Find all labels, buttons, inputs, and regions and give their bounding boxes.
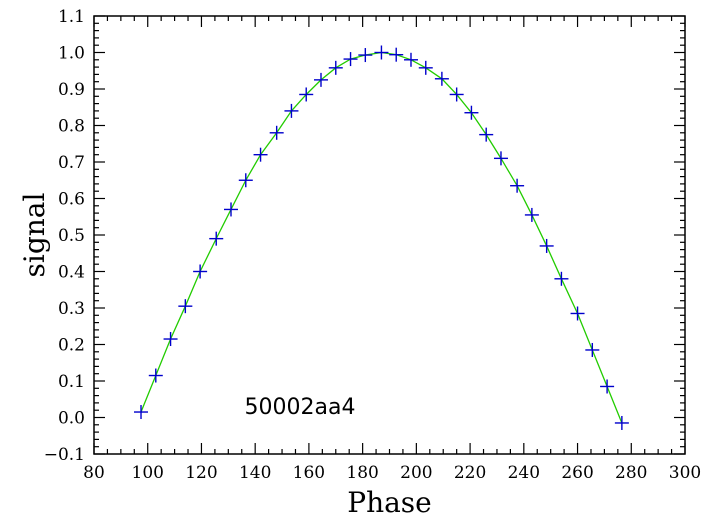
y-tick-label: 0.9 bbox=[58, 80, 85, 100]
data-point bbox=[524, 207, 539, 222]
data-points bbox=[134, 45, 629, 430]
data-point bbox=[328, 60, 343, 75]
x-tick-label: 100 bbox=[132, 463, 164, 483]
x-tick-label: 240 bbox=[508, 463, 540, 483]
data-point bbox=[585, 342, 600, 357]
data-point bbox=[554, 271, 569, 286]
x-tick-label: 300 bbox=[669, 463, 701, 483]
y-tick-label: 1.0 bbox=[58, 44, 85, 64]
data-point bbox=[539, 238, 554, 253]
data-point bbox=[389, 47, 404, 62]
data-point bbox=[403, 52, 418, 67]
data-point bbox=[284, 103, 299, 118]
x-tick-label: 160 bbox=[293, 463, 325, 483]
y-tick-label: 0.3 bbox=[58, 299, 85, 319]
data-point bbox=[600, 379, 615, 394]
fit-line bbox=[140, 51, 623, 424]
y-tick-label: 0.1 bbox=[58, 372, 85, 392]
y-tick-label: 0.0 bbox=[58, 409, 85, 429]
data-point bbox=[313, 72, 328, 87]
data-point bbox=[479, 127, 494, 142]
data-point bbox=[570, 306, 585, 321]
x-tick-label: 180 bbox=[346, 463, 378, 483]
x-tick-label: 260 bbox=[561, 463, 593, 483]
data-point bbox=[449, 87, 464, 102]
fit-curve bbox=[140, 51, 623, 424]
y-tick-label: 0.8 bbox=[58, 117, 85, 137]
x-tick-label: 140 bbox=[239, 463, 271, 483]
chart-annotation: 50002aa4 bbox=[245, 395, 356, 420]
x-axis-title: Phase bbox=[347, 486, 432, 519]
data-point bbox=[269, 125, 284, 140]
data-point bbox=[434, 71, 449, 86]
y-tick-labels: −0.1 0.0 0.1 0.2 0.3 0.4 0.5 0.6 0.7 0.8 0.9 1.0 1.1 bbox=[44, 7, 85, 465]
y-axis-title: signal bbox=[18, 192, 51, 277]
data-point bbox=[209, 231, 224, 246]
data-point bbox=[358, 48, 373, 63]
x-tick-labels: 80 100 120 140 160 180 200 220 240 260 280 300 bbox=[83, 463, 701, 483]
data-point bbox=[178, 299, 193, 314]
x-tick-label: 80 bbox=[83, 463, 105, 483]
data-point bbox=[374, 45, 389, 60]
y-tick-label: 0.5 bbox=[58, 226, 85, 246]
y-tick-label: 0.7 bbox=[58, 153, 85, 173]
y-tick-label: −0.1 bbox=[44, 445, 85, 465]
data-point bbox=[163, 332, 178, 347]
axis-ticks bbox=[93, 15, 686, 455]
y-tick-label: 0.2 bbox=[58, 336, 85, 356]
y-tick-label: 0.6 bbox=[58, 190, 85, 210]
y-tick-label: 0.4 bbox=[58, 263, 85, 283]
data-point bbox=[224, 202, 239, 217]
plot-frame bbox=[93, 15, 686, 455]
data-point bbox=[299, 87, 314, 102]
x-tick-label: 280 bbox=[615, 463, 647, 483]
data-point bbox=[614, 415, 629, 430]
data-point bbox=[493, 151, 508, 166]
data-point bbox=[343, 52, 358, 67]
data-point bbox=[148, 368, 163, 383]
y-tick-label: 1.1 bbox=[58, 7, 85, 27]
data-point bbox=[238, 173, 253, 188]
data-point bbox=[464, 105, 479, 120]
x-tick-label: 120 bbox=[185, 463, 217, 483]
data-point bbox=[418, 60, 433, 75]
data-point bbox=[134, 405, 149, 420]
data-point bbox=[193, 264, 208, 279]
x-tick-label: 220 bbox=[454, 463, 486, 483]
x-tick-label: 200 bbox=[400, 463, 432, 483]
data-point bbox=[253, 147, 268, 162]
data-point bbox=[510, 178, 525, 193]
